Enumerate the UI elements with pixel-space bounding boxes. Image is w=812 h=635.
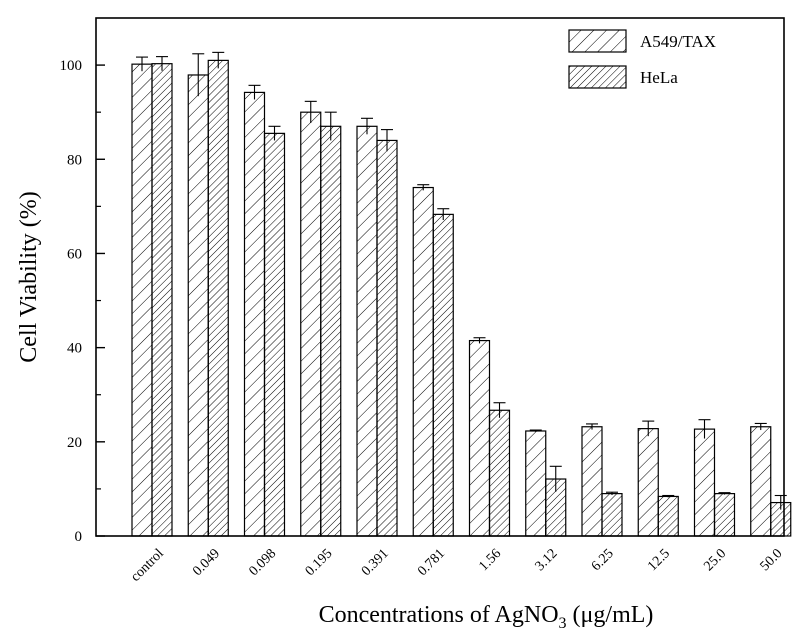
bar-hela-8 [601, 493, 623, 537]
x-tick-label: 25.0 [701, 546, 729, 574]
x-tick-label: 50.0 [758, 546, 786, 574]
bar-a549-tax-2 [243, 91, 266, 537]
legend-label-a549-tax: A549/TAX [640, 32, 716, 51]
y-tick-label: 20 [67, 435, 82, 451]
bar-hela-1 [207, 59, 229, 537]
bar-hela-6 [488, 409, 511, 537]
x-tick-label: 0.391 [359, 546, 392, 579]
bar-a549-tax-10 [693, 428, 716, 537]
bar-hela-4 [376, 139, 398, 537]
x-tick-label: 6.25 [589, 546, 617, 574]
bar-hela-0 [151, 63, 173, 537]
x-tick-label: 1.56 [476, 546, 504, 574]
bar-a549-tax-0 [131, 63, 153, 537]
bar-a549-tax-4 [356, 125, 378, 537]
x-tick-label: 0.098 [246, 546, 279, 579]
y-tick-label: 60 [67, 246, 82, 262]
bar-a549-tax-1 [187, 74, 209, 537]
y-tick-label: 100 [60, 58, 83, 74]
legend-swatch-hela [568, 65, 627, 89]
x-axis-title: Concentrations of AgNO3 (μg/mL) [319, 602, 654, 632]
x-axis-title-prefix: Concentrations of AgNO [319, 602, 559, 628]
x-axis-title-suffix: (μg/mL) [567, 602, 654, 628]
x-axis: control 0.049 0.098 0.195 0.391 0.781 1.56 3.12… [128, 529, 786, 585]
bar-a549-tax-7 [525, 430, 547, 537]
bar-hela-10 [713, 493, 736, 537]
bar-a549-tax-6 [468, 339, 491, 537]
bar-hela-2 [263, 132, 286, 537]
x-tick-label: 0.195 [303, 546, 336, 579]
bar-hela-9 [657, 495, 679, 537]
x-tick-label: 12.5 [645, 546, 673, 574]
bar-hela-3 [320, 125, 342, 537]
legend: A549/TAX HeLa [568, 29, 716, 89]
y-axis-title: Cell Viability (%) [16, 191, 42, 362]
x-tick-label: 0.049 [190, 546, 223, 579]
bar-a549-tax-9 [637, 428, 659, 537]
x-tick-label: 0.781 [415, 546, 448, 579]
bar-series [131, 51, 792, 537]
x-tick-label: 3.12 [533, 546, 561, 574]
y-axis: 0 20 40 60 80 100 [60, 58, 105, 545]
bar-a549-tax-5 [412, 186, 434, 537]
legend-label-hela: HeLa [640, 68, 678, 87]
bar-a549-tax-11 [750, 426, 772, 537]
bar-a549-tax-3 [300, 111, 322, 537]
x-tick-label: control [128, 546, 167, 585]
legend-swatch-a549-tax [568, 29, 627, 53]
y-tick-label: 0 [75, 529, 83, 545]
y-tick-label: 40 [67, 341, 82, 357]
x-axis-title-subscript: 3 [559, 615, 567, 632]
bar-hela-5 [432, 213, 454, 537]
y-tick-label: 80 [67, 152, 82, 168]
bar-a549-tax-8 [581, 426, 603, 537]
